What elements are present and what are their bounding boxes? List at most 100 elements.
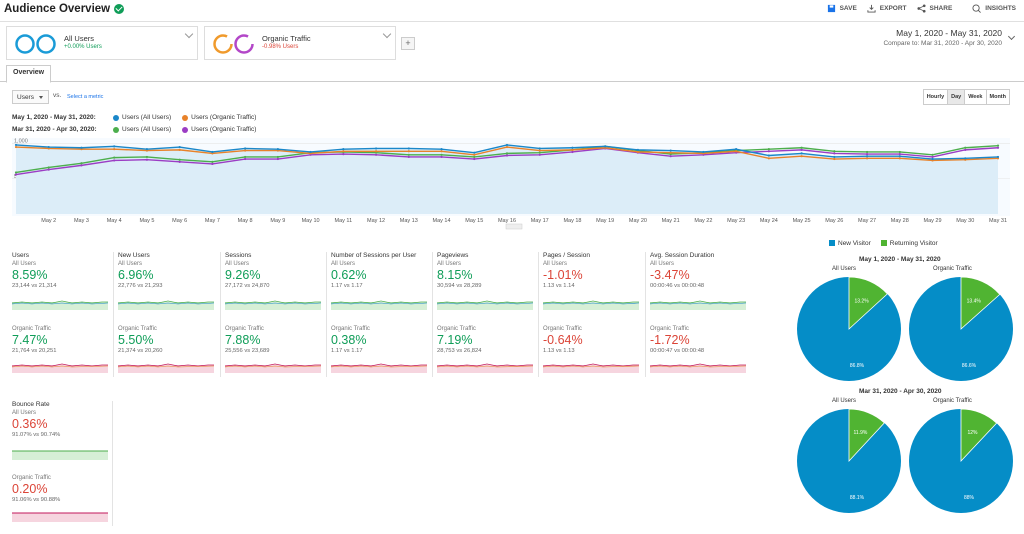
chart-point[interactable] [14,145,18,149]
chart-point[interactable] [898,157,901,160]
chart-point[interactable] [571,148,574,151]
chart-point[interactable] [113,148,116,151]
chart-point[interactable] [374,153,378,156]
chart-point[interactable] [14,173,18,176]
chart-point[interactable] [800,146,803,149]
chart-point[interactable] [505,145,509,149]
pie-slice-returning[interactable] [848,276,888,330]
chart-point[interactable] [931,157,934,161]
chart-point[interactable] [898,150,901,154]
pie-slice-returning[interactable] [960,276,1001,330]
chart-point[interactable] [669,151,672,154]
chevron-down-icon[interactable] [382,29,392,39]
chart-point[interactable] [964,148,967,151]
chart-point[interactable] [473,151,476,154]
chart-point[interactable] [800,148,803,151]
chart-point[interactable] [440,148,443,151]
chart-point[interactable] [211,150,214,154]
chart-point[interactable] [211,162,214,166]
chart-point[interactable] [440,150,443,153]
chart-point[interactable] [80,164,83,167]
granularity-week[interactable]: Week [964,89,987,105]
chart-point[interactable] [931,153,934,156]
chart-point[interactable] [702,150,705,154]
chart-point[interactable] [374,150,378,153]
pie-slice-new[interactable] [909,409,1013,513]
chart-point[interactable] [865,155,869,158]
chart-point[interactable] [767,157,770,160]
chart-point[interactable] [178,145,181,149]
chart-point[interactable] [964,146,967,149]
chart-point[interactable] [113,156,116,159]
chart-point[interactable] [931,155,934,159]
chart-expand-handle[interactable] [505,223,523,230]
chart-point[interactable] [767,148,770,151]
chart-point[interactable] [833,157,836,161]
chart-point[interactable] [571,146,574,149]
chart-point[interactable] [47,168,50,171]
chart-point[interactable] [473,157,476,161]
chart-point[interactable] [473,155,476,159]
granularity-hourly[interactable]: Hourly [922,89,949,105]
chart-point[interactable] [996,146,1000,149]
chart-point[interactable] [669,149,672,152]
export-button[interactable]: EXPORT [867,4,907,13]
chart-point[interactable] [47,145,50,149]
granularity-day[interactable]: Day [947,89,966,105]
chart-point[interactable] [865,152,869,156]
chart-point[interactable] [178,158,181,161]
pie-slice-new[interactable] [797,409,901,513]
metric-select[interactable]: Users [12,90,49,104]
chart-point[interactable] [276,155,279,159]
chart-point[interactable] [244,149,247,152]
chart-point[interactable] [636,148,640,151]
chart-point[interactable] [898,155,901,158]
segment-all-users[interactable]: All Users +0.00% Users [6,26,198,60]
chart-point[interactable] [47,166,50,169]
chart-point[interactable] [178,148,181,151]
chart-point[interactable] [833,152,836,155]
chart-point[interactable] [538,149,541,152]
chart-point[interactable] [145,148,149,151]
granularity-month[interactable]: Month [985,89,1010,105]
chart-point[interactable] [604,145,607,148]
save-button[interactable]: SAVE [827,4,857,13]
chart-point[interactable] [342,150,345,153]
chart-point[interactable] [996,144,1000,147]
chart-point[interactable] [407,153,410,156]
chart-point[interactable] [636,150,640,154]
chart-point[interactable] [669,155,672,158]
chart-point[interactable] [342,152,345,156]
chart-point[interactable] [767,154,770,157]
select-metric-link[interactable]: Select a metric [67,94,104,100]
share-button[interactable]: SHARE [916,4,952,13]
chart-point[interactable] [407,155,410,159]
chart-point[interactable] [374,147,378,150]
chart-point[interactable] [211,160,214,163]
chart-point[interactable] [898,152,901,156]
chart-point[interactable] [964,157,967,160]
chart-point[interactable] [996,155,1000,159]
chart-point[interactable] [538,147,541,150]
pie-slice-new[interactable] [797,277,901,381]
pie-slice-returning[interactable] [848,408,885,463]
chart-point[interactable] [80,162,83,165]
chart-point[interactable] [14,143,18,147]
insights-button[interactable]: INSIGHTS [972,4,1016,13]
chart-point[interactable] [571,150,574,154]
chart-point[interactable] [342,148,345,151]
chart-point[interactable] [145,158,149,161]
chart-point[interactable] [505,143,509,147]
pie-slice-new[interactable] [909,277,1013,381]
chart-point[interactable] [833,155,836,159]
chart-point[interactable] [473,153,476,156]
chart-point[interactable] [865,150,869,154]
chart-point[interactable] [145,155,149,159]
chart-point[interactable] [538,153,541,156]
chart-point[interactable] [505,154,509,157]
chart-point[interactable] [113,159,116,162]
date-range-picker[interactable]: May 1, 2020 - May 31, 2020 Compare to: M… [883,28,1016,47]
chart-point[interactable] [865,157,869,160]
chart-point[interactable] [244,157,247,161]
chart-point[interactable] [276,148,279,151]
